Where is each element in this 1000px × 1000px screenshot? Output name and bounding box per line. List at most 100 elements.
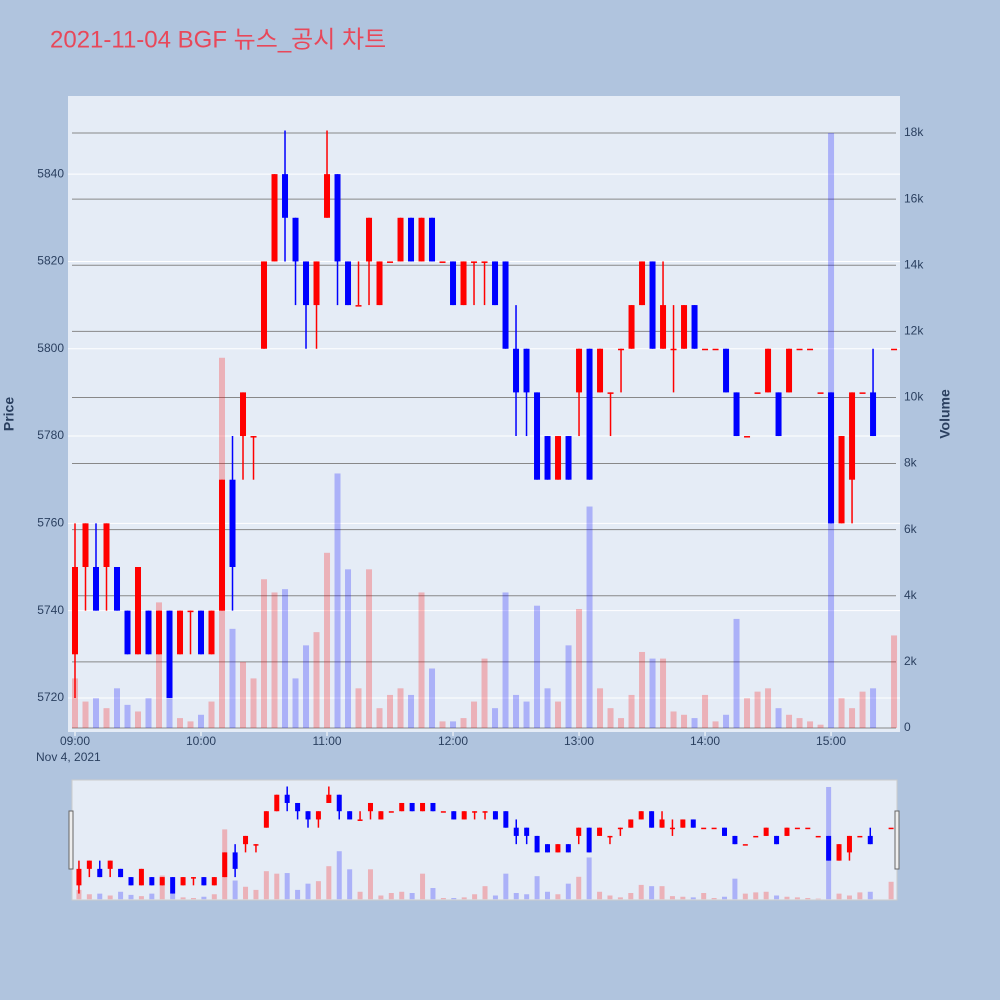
volume-bar	[315, 881, 321, 900]
candle-body	[408, 217, 415, 262]
volume-bar	[492, 895, 498, 900]
volume-bar	[702, 694, 709, 729]
candle-body	[680, 819, 686, 828]
volume-bar	[534, 605, 541, 729]
candle-body	[124, 610, 131, 655]
volume-bar	[576, 608, 583, 729]
volume-bar	[190, 897, 196, 900]
volume-bar	[399, 891, 405, 900]
candle-body	[523, 348, 530, 393]
volume-bar	[324, 552, 331, 729]
candle-body	[190, 877, 196, 879]
volume-bar	[303, 645, 310, 729]
candle-body	[846, 835, 852, 853]
range-slider[interactable]	[71, 779, 898, 901]
x-tick-label: 12:00	[438, 734, 468, 748]
candle-body	[76, 868, 82, 886]
volume-bar	[253, 889, 259, 900]
candle-body	[702, 348, 709, 351]
volume-bar	[555, 701, 562, 729]
volume-bar	[82, 701, 89, 729]
volume-bar	[857, 892, 863, 900]
candle-body	[149, 877, 155, 886]
candle-body	[345, 261, 352, 306]
y2-tick-label: 0	[904, 720, 911, 734]
candle-body	[828, 392, 835, 524]
volume-bar	[313, 632, 320, 729]
volume-bar	[156, 602, 163, 729]
candle-body	[397, 217, 404, 262]
candle-body	[607, 392, 614, 394]
volume-bar	[471, 701, 478, 729]
range-handle[interactable]	[894, 810, 900, 870]
volume-bar	[701, 893, 707, 900]
candle-body	[229, 479, 236, 567]
candle-body	[597, 348, 604, 393]
volume-bar	[607, 708, 614, 729]
candle-body	[691, 305, 698, 349]
candle-body	[784, 827, 790, 836]
volume-bar	[794, 897, 800, 900]
volume-bar	[271, 592, 278, 729]
candle-body	[805, 827, 811, 830]
candle-body	[118, 868, 124, 878]
candle-body	[295, 802, 301, 812]
candle-body	[378, 811, 384, 820]
candle-body	[451, 811, 457, 820]
candle-body	[859, 392, 866, 394]
volume-bar	[128, 894, 134, 900]
volume-bar	[513, 893, 519, 900]
volume-bar	[118, 891, 124, 900]
candle-body	[253, 844, 259, 846]
volume-bar	[849, 708, 856, 729]
candle-body	[597, 827, 603, 836]
y2-tick-label: 18k	[904, 125, 924, 139]
volume-bar	[149, 893, 155, 900]
candle-body	[313, 261, 320, 306]
candle-body	[502, 261, 509, 349]
candle-body	[211, 877, 217, 886]
candle-body	[774, 835, 780, 845]
volume-bar	[124, 704, 131, 729]
x-tick-label: 10:00	[186, 734, 216, 748]
x-tick-label: 09:00	[60, 734, 90, 748]
volume-bar	[138, 896, 144, 900]
candle-body	[430, 802, 436, 812]
volume-bar	[145, 698, 152, 729]
volume-bar	[282, 589, 289, 729]
volume-bar	[586, 506, 593, 729]
volume-bar	[261, 579, 268, 729]
range-handle[interactable]	[68, 810, 74, 870]
candle-body	[315, 811, 321, 820]
candle-body	[681, 305, 688, 349]
y-tick-label: 5720	[37, 690, 64, 704]
candle-body	[420, 802, 426, 812]
volume-bar	[888, 881, 894, 900]
volume-bar	[409, 893, 415, 900]
candle-body	[492, 261, 499, 306]
x-tick-label: 11:00	[312, 734, 341, 748]
volume-bar	[754, 691, 761, 729]
volume-bar	[378, 895, 384, 900]
volume-bar	[460, 718, 467, 729]
candle-body	[649, 811, 655, 828]
volume-bar	[732, 878, 738, 900]
candle-body	[166, 610, 173, 698]
candle-body	[232, 852, 238, 869]
y-axis-title: Price	[1, 397, 17, 431]
candle-body	[576, 827, 582, 836]
volume-bar	[240, 661, 247, 729]
candle-body	[274, 794, 280, 812]
candle-body	[723, 348, 730, 393]
candle-body	[817, 392, 824, 394]
candle-body	[450, 261, 457, 306]
volume-bar	[597, 891, 603, 900]
volume-bar	[211, 894, 217, 900]
candle-body	[292, 217, 299, 262]
candle-body	[744, 436, 751, 438]
volume-bar	[786, 714, 793, 729]
candle-body	[826, 835, 832, 861]
volume-bar	[628, 893, 634, 900]
candle-body	[586, 348, 593, 480]
candle-body	[271, 174, 278, 262]
